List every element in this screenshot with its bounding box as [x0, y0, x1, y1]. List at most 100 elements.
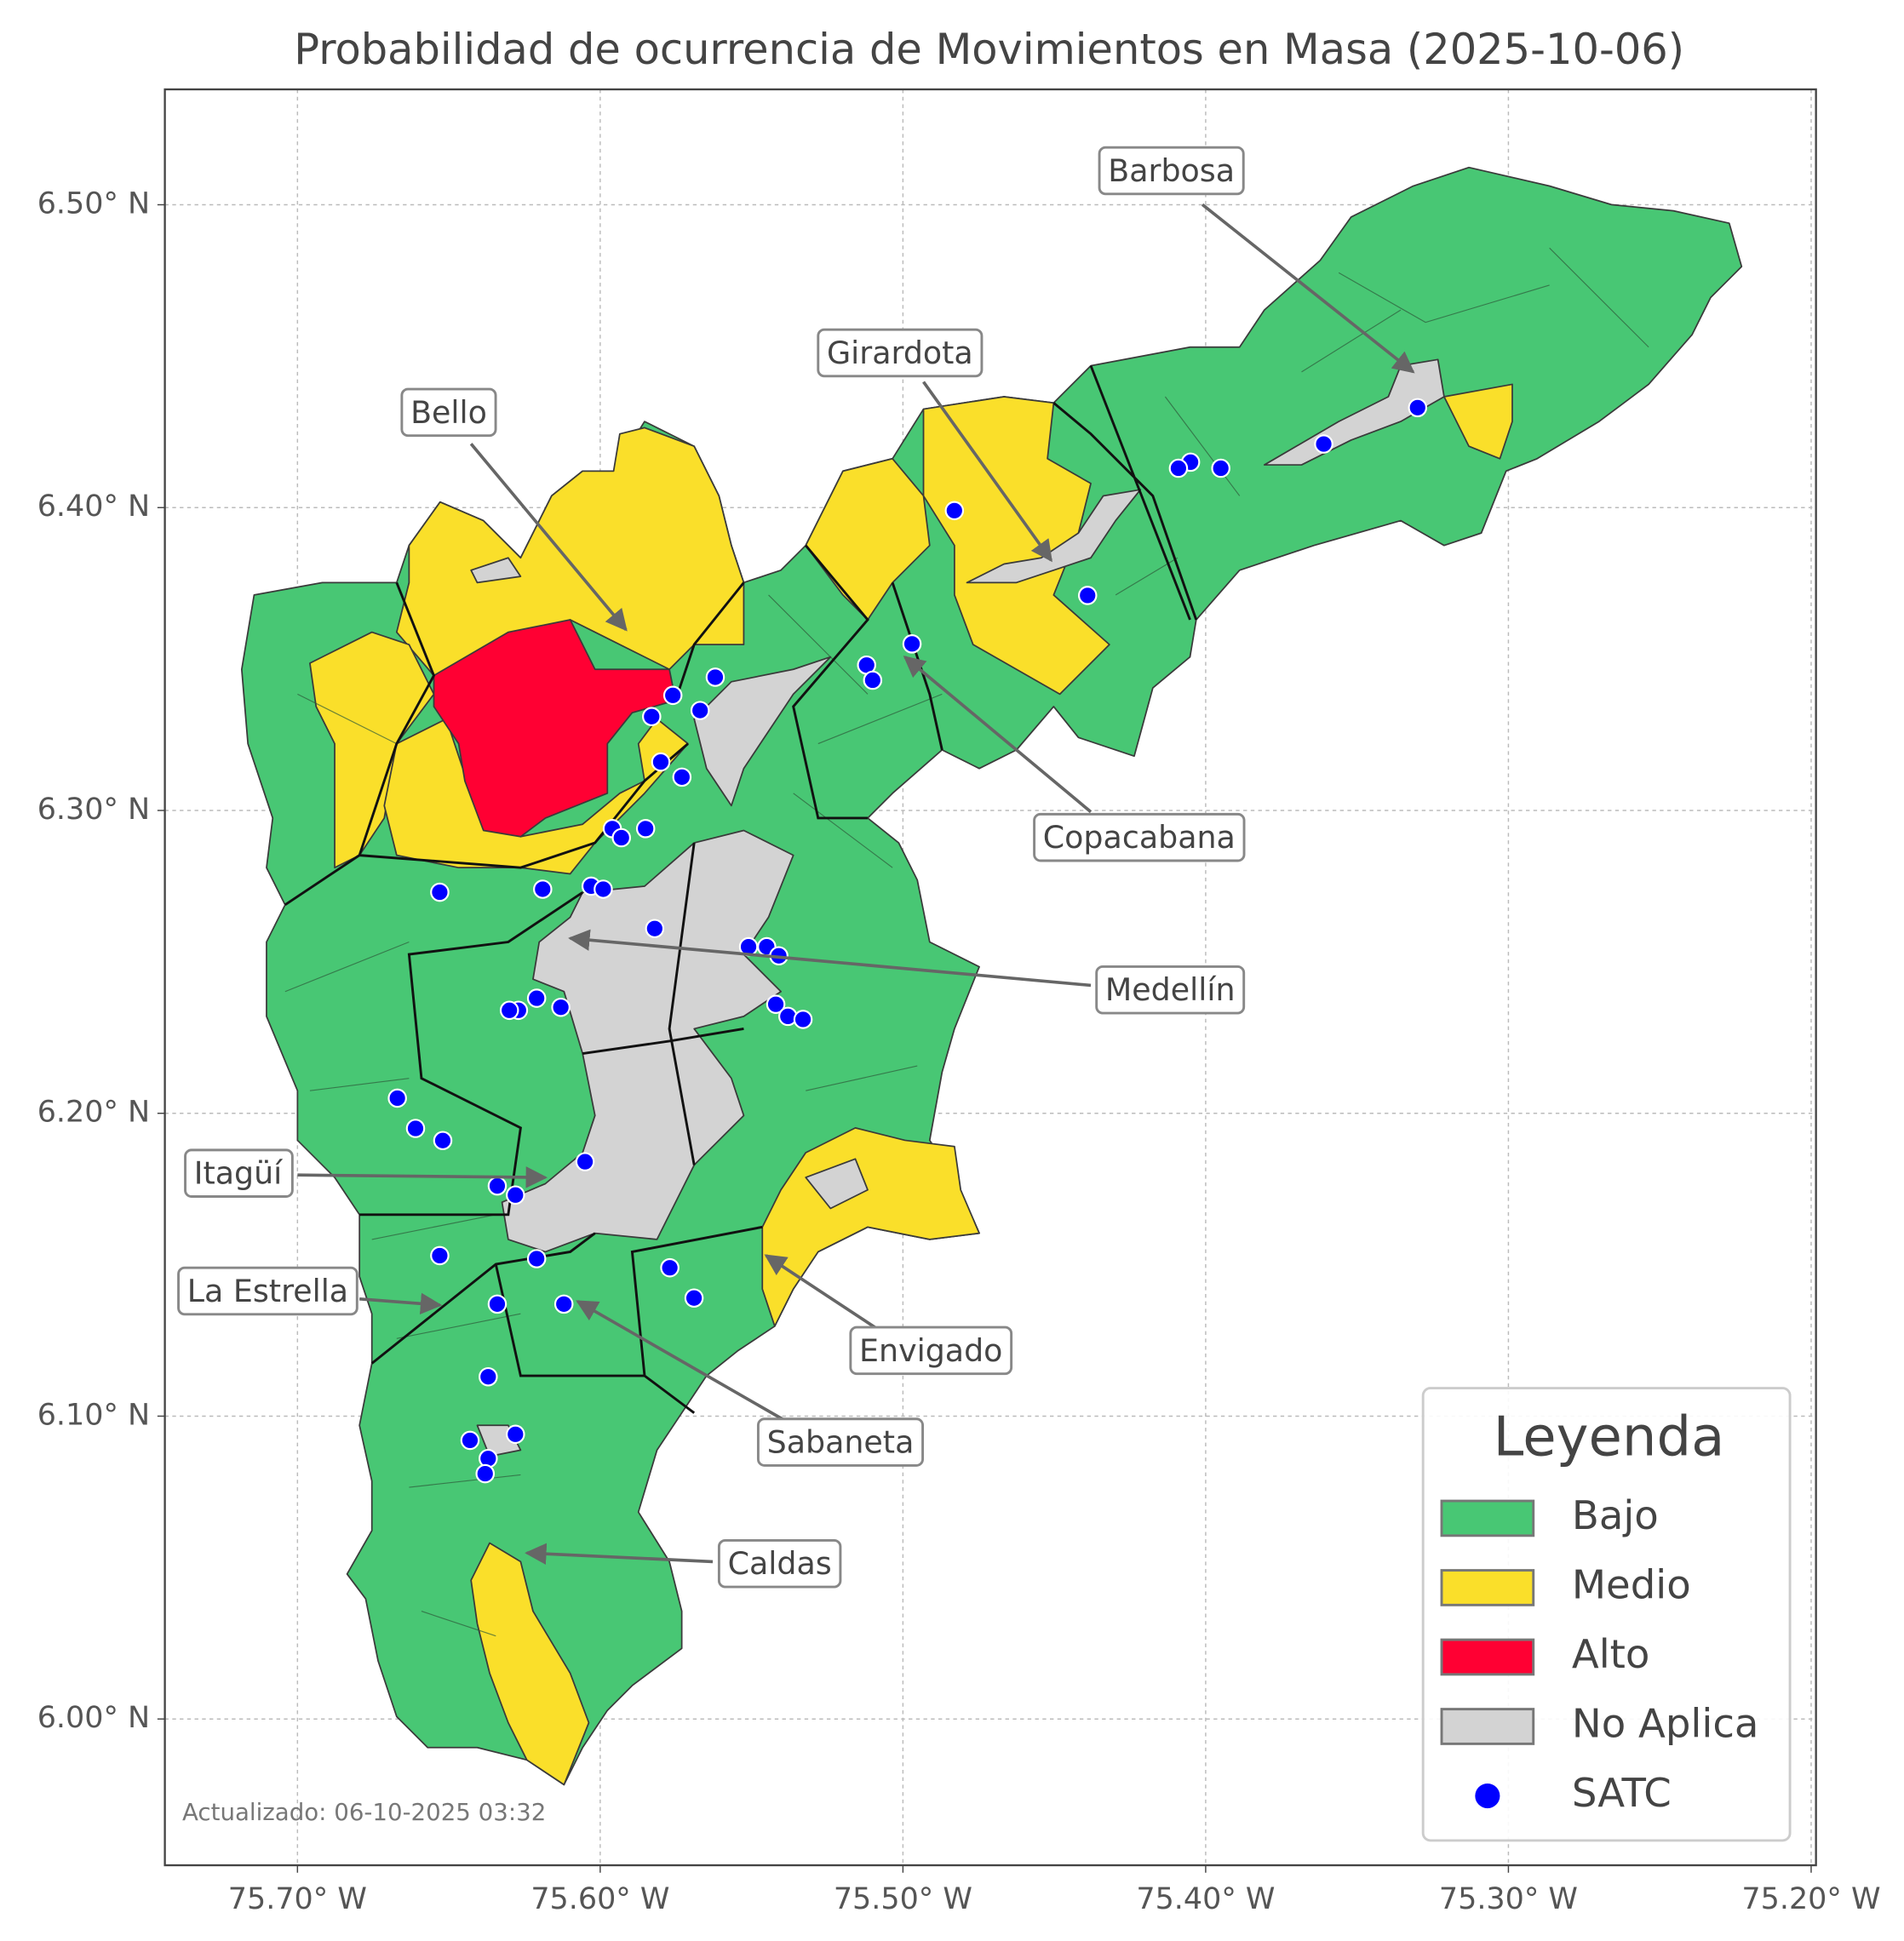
annotation-box — [849, 1325, 1013, 1376]
satc-point — [705, 667, 725, 687]
annotation-box — [717, 1538, 842, 1589]
region-medio — [805, 457, 931, 621]
satc-point — [430, 882, 450, 902]
region-medio — [470, 1542, 590, 1786]
y-tick-label: 6.40° N — [37, 490, 150, 524]
annotations: Barbosa Girardota Bello Copacabana Medellín I… — [177, 146, 1415, 1589]
legend-label: SATC — [1572, 1770, 1672, 1816]
y-tick-label: 6.00° N — [37, 1701, 150, 1735]
satc-point — [506, 1424, 525, 1445]
satc-point — [684, 1288, 704, 1308]
annotation-box — [817, 328, 984, 378]
satc-point — [526, 988, 547, 1008]
region-alto — [433, 619, 677, 838]
annotation-box — [400, 387, 497, 438]
legend-label: Alto — [1572, 1631, 1650, 1677]
legend: Leyenda Bajo Medio Alto No Aplica SATC — [1421, 1387, 1792, 1842]
annotation-label: Envigado — [859, 1332, 1002, 1369]
annotation-box — [177, 1266, 358, 1316]
legend-swatch — [1440, 1569, 1535, 1606]
satc-point — [645, 919, 665, 939]
satc-point — [575, 1152, 595, 1171]
legend-swatch — [1440, 1499, 1535, 1537]
satc-point — [793, 1010, 813, 1029]
legend-label: Bajo — [1572, 1492, 1659, 1538]
annotation-arrow — [359, 1292, 443, 1314]
annotation-arrow — [297, 1166, 548, 1188]
satc-point — [660, 1257, 680, 1278]
legend-marker — [1475, 1783, 1500, 1809]
legend-label: No Aplica — [1572, 1700, 1759, 1746]
satc-point — [642, 707, 662, 726]
satc-point — [863, 670, 883, 690]
satc-point — [475, 1463, 496, 1484]
y-tick-label: 6.10° N — [37, 1398, 150, 1432]
satc-points — [387, 398, 1428, 1484]
legend-label: Medio — [1572, 1561, 1691, 1607]
x-tick-label: 75.60° W — [530, 1882, 669, 1916]
annotation-arrow — [903, 656, 1093, 814]
annotation-arrow — [764, 1254, 884, 1334]
region-medio — [1443, 383, 1513, 460]
satc-point — [651, 752, 671, 772]
satc-point — [944, 501, 965, 521]
satc-point — [553, 1294, 574, 1314]
x-tick-label: 75.30° W — [1439, 1882, 1578, 1916]
x-tick-label: 75.40° W — [1136, 1882, 1275, 1916]
annotation-box — [1098, 146, 1245, 196]
annotation-arrow — [525, 1543, 714, 1565]
y-tick-label: 6.50° N — [37, 187, 150, 221]
annotation-box — [756, 1417, 925, 1467]
satc-point — [506, 1185, 525, 1205]
annotation-arrow — [576, 1300, 794, 1427]
y-tick-label: 6.30° N — [37, 793, 150, 827]
annotation-label: Itagüí — [194, 1155, 284, 1192]
legend-title: Leyenda — [1494, 1406, 1725, 1469]
satc-point — [405, 1119, 426, 1138]
region-no-aplica — [693, 656, 832, 807]
satc-point — [487, 1294, 508, 1314]
legend-swatch — [1440, 1708, 1535, 1745]
y-tick-label: 6.20° N — [37, 1096, 150, 1130]
x-tick-label: 75.20° W — [1741, 1882, 1880, 1916]
satc-point — [594, 879, 613, 899]
satc-point — [902, 634, 922, 654]
x-tick-label: 75.50° W — [834, 1882, 972, 1916]
annotation-box — [1033, 812, 1246, 862]
region-medio — [922, 396, 1110, 696]
satc-point — [487, 1176, 508, 1196]
annotation-box — [1095, 965, 1246, 1015]
satc-point — [551, 997, 571, 1017]
title: Probabilidad de ocurrencia de Movimiento… — [294, 25, 1684, 74]
annotation-label: Sabaneta — [767, 1424, 915, 1461]
satc-point — [430, 1245, 450, 1266]
annotation-arrow — [1201, 203, 1415, 374]
annotation-label: Medellín — [1105, 971, 1236, 1008]
satc-point — [1168, 458, 1189, 478]
plot-frame — [163, 88, 1817, 1867]
satc-point — [635, 819, 656, 839]
satc-point — [1211, 458, 1230, 478]
x-tick-label: 75.70° W — [228, 1882, 367, 1916]
region-no-aplica — [470, 557, 522, 584]
satc-point — [662, 685, 683, 706]
annotation-box — [184, 1148, 294, 1198]
satc-point — [1077, 586, 1098, 605]
satc-point — [1408, 398, 1428, 418]
satc-point — [766, 994, 786, 1014]
annotation-arrow — [568, 929, 1092, 988]
satc-point — [499, 1000, 519, 1021]
annotation-label: Caldas — [728, 1545, 832, 1582]
satc-point — [1314, 434, 1333, 454]
satc-point — [690, 701, 710, 720]
legend-swatch — [1440, 1638, 1535, 1676]
satc-point — [433, 1131, 453, 1151]
annotation-label: Barbosa — [1108, 152, 1235, 189]
annotation-label: Bello — [410, 394, 487, 431]
satc-point — [479, 1366, 498, 1387]
satc-point — [611, 827, 632, 848]
satc-point — [533, 879, 553, 899]
annotation-arrow — [469, 443, 628, 632]
